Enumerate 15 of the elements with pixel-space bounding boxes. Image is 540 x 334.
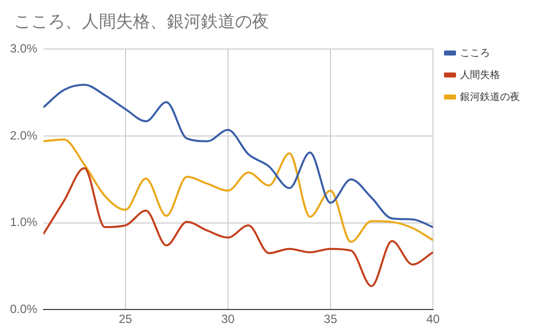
line-series — [43, 167, 433, 288]
y-tick-label: 0.0% — [10, 302, 38, 316]
legend-label: 人間失格 — [460, 68, 500, 81]
y-tick-label: 1.0% — [10, 215, 38, 230]
legend-label: 銀河鉄道の夜 — [460, 90, 520, 103]
y-tick-label: 3.0% — [10, 42, 38, 56]
x-tick-label: 25 — [118, 312, 132, 326]
x-tick-label: 40 — [426, 312, 440, 326]
chart-title: こころ、人間失格、銀河鉄道の夜 — [14, 11, 269, 33]
line-series — [43, 84, 433, 228]
x-tick-label: 30 — [221, 312, 235, 326]
x-tick-label: 35 — [324, 312, 338, 326]
line-series — [43, 138, 433, 243]
y-tick-label: 2.0% — [10, 128, 38, 142]
legend-label: こころ — [460, 48, 490, 59]
